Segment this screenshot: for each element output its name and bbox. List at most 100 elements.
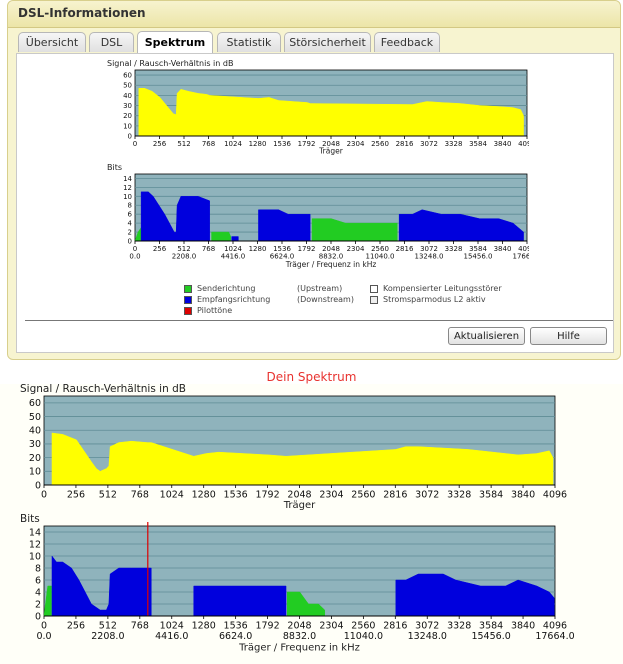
legend-downstream-note: (Downstream)	[297, 295, 354, 304]
series-area-5	[311, 218, 398, 242]
x-tick-label: 1536	[224, 490, 248, 501]
series-area-1	[51, 555, 152, 617]
x-tick-label: 1536	[224, 621, 248, 632]
freq-tick-label: 17664.0	[535, 631, 574, 642]
series-area-3	[231, 236, 239, 242]
legend-pilot: Pilottöne	[184, 306, 232, 315]
x-tick-label: 1536	[273, 245, 291, 253]
x-tick-label: 3072	[415, 621, 439, 632]
l2-swatch	[370, 295, 378, 304]
x-axis-label: Träger / Frequenz in kHz	[285, 260, 377, 269]
x-tick-label: 768	[131, 490, 149, 501]
y-tick-label: 40	[29, 426, 41, 437]
x-tick-label: 2048	[322, 140, 340, 148]
x-tick-label: 1280	[249, 245, 267, 253]
freq-tick-label: 2208.0	[172, 253, 197, 261]
x-tick-label: 256	[153, 245, 167, 253]
x-tick-label: 4096	[543, 490, 567, 501]
x-tick-label: 3840	[494, 140, 512, 148]
series-area-3	[287, 591, 325, 617]
big-spectrum-area: Signal / Rausch-Verhältnis in dB 0 10 20 30 4…	[0, 384, 623, 664]
pilot-label: Pilottöne	[197, 306, 233, 315]
y-tick-label: 50	[123, 82, 132, 90]
x-axis-label: Träger / Frequenz in kHz	[238, 642, 360, 653]
freq-tick-label: 17664.0	[513, 253, 529, 261]
l2-label: Stromsparmodus L2 aktiv	[383, 295, 486, 304]
x-tick-label: 2304	[347, 245, 365, 253]
x-tick-label: 2816	[396, 140, 414, 148]
komp-swatch	[370, 284, 378, 293]
x-tick-label: 3584	[479, 621, 503, 632]
panel-title: DSL-Informationen	[18, 6, 146, 20]
freq-tick-label: 6624.0	[219, 631, 252, 642]
downstream-label: Empfangsrichtung	[197, 295, 271, 304]
help-button[interactable]: Hilfe	[530, 327, 607, 345]
x-tick-label: 1792	[298, 245, 316, 253]
upstream-label: Senderichtung	[197, 284, 256, 293]
x-tick-label: 3584	[469, 140, 487, 148]
y-tick-label: 4	[128, 220, 133, 228]
x-tick-label: 2304	[347, 140, 365, 148]
freq-tick-label: 11040.0	[366, 253, 395, 261]
y-tick-label: 12	[123, 184, 132, 192]
chart-title: Bits	[107, 163, 122, 172]
refresh-button[interactable]: Aktualisieren	[448, 327, 525, 345]
series-area-6	[398, 209, 524, 242]
pilot-swatch	[184, 306, 192, 315]
y-tick-label: 2	[35, 599, 41, 610]
y-tick-label: 0	[35, 480, 41, 491]
x-tick-label: 768	[202, 245, 215, 253]
x-tick-label: 768	[202, 140, 215, 148]
x-tick-label: 0	[133, 245, 137, 253]
x-tick-label: 2816	[396, 245, 414, 253]
x-tick-label: 2816	[383, 621, 407, 632]
y-tick-label: 60	[29, 398, 41, 409]
tab-feedback[interactable]: Feedback	[374, 32, 440, 52]
legend-upstream-note: (Upstream)	[297, 284, 343, 293]
x-tick-label: 3840	[511, 621, 535, 632]
x-tick-label: 768	[131, 621, 149, 632]
separator	[25, 320, 613, 321]
x-tick-label: 4096	[518, 140, 529, 148]
freq-tick-label: 0.0	[36, 631, 51, 642]
freq-tick-label: 4416.0	[155, 631, 188, 642]
upstream-swatch	[184, 284, 192, 293]
x-tick-label: 1280	[192, 621, 216, 632]
x-tick-label: 1792	[255, 621, 279, 632]
series-area-1	[140, 191, 210, 242]
x-tick-label: 1280	[249, 140, 267, 148]
x-tick-label: 512	[99, 490, 117, 501]
x-tick-label: 4096	[543, 621, 567, 632]
x-tick-label: 1792	[298, 140, 316, 148]
x-tick-label: 1024	[224, 245, 242, 253]
panel-header: DSL-Informationen	[8, 1, 620, 28]
freq-tick-label: 15456.0	[471, 631, 510, 642]
series-area-0	[138, 88, 524, 137]
tab-spektrum[interactable]: Spektrum	[137, 31, 213, 53]
x-tick-label: 256	[67, 621, 85, 632]
legend-komp: Kompensierter Leitungsstörer	[370, 284, 502, 293]
y-tick-label: 0	[35, 611, 41, 622]
freq-tick-label: 0.0	[129, 253, 140, 261]
y-tick-label: 8	[35, 563, 41, 574]
x-tick-label: 512	[177, 245, 190, 253]
legend-l2: Stromsparmodus L2 aktiv	[370, 295, 486, 304]
tab-dsl[interactable]: DSL	[89, 32, 134, 52]
spektrum-content: Signal / Rausch-Verhältnis in dB 0 10 20 30 4…	[16, 53, 614, 353]
x-tick-label: 3584	[469, 245, 487, 253]
x-tick-label: 3840	[494, 245, 512, 253]
tab-stoersicherheit[interactable]: Störsicherheit	[284, 32, 371, 52]
freq-tick-label: 6624.0	[270, 253, 295, 261]
x-tick-label: 3328	[447, 621, 471, 632]
legend-upstream: Senderichtung	[184, 284, 255, 293]
x-tick-label: 2048	[287, 490, 311, 501]
x-tick-label: 1792	[255, 490, 279, 501]
freq-tick-label: 15456.0	[464, 253, 493, 261]
x-tick-label: 0	[133, 140, 137, 148]
x-tick-label: 2560	[371, 245, 389, 253]
x-tick-label: 2304	[319, 490, 343, 501]
tab-uebersicht[interactable]: Übersicht	[18, 32, 86, 52]
y-tick-label: 10	[29, 551, 41, 562]
tab-statistik[interactable]: Statistik	[217, 32, 281, 52]
